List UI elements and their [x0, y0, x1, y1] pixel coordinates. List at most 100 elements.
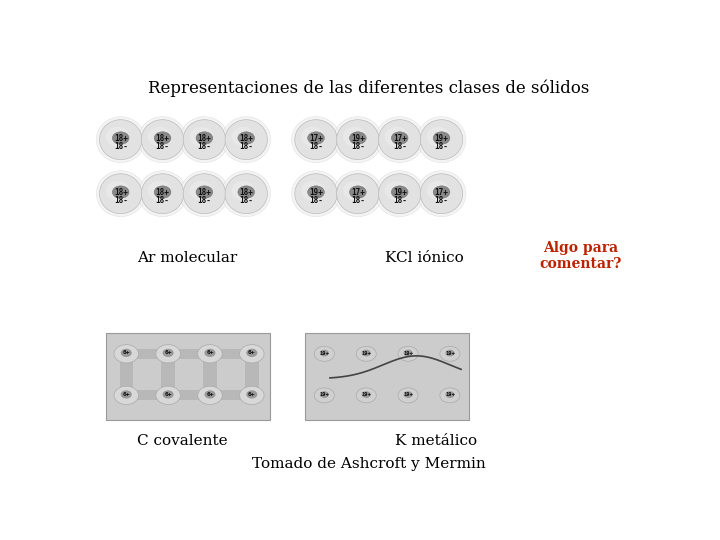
Circle shape: [112, 132, 129, 144]
Text: 17+: 17+: [309, 133, 323, 143]
Ellipse shape: [294, 174, 337, 214]
Circle shape: [440, 388, 460, 403]
Ellipse shape: [141, 120, 184, 160]
Circle shape: [307, 186, 324, 198]
Ellipse shape: [420, 174, 463, 214]
Text: 6+: 6+: [122, 350, 130, 355]
Circle shape: [398, 388, 418, 403]
Text: 18-: 18-: [351, 142, 365, 151]
Text: 6+: 6+: [206, 392, 214, 397]
Text: 18+: 18+: [197, 187, 212, 197]
Ellipse shape: [333, 171, 382, 217]
Text: 18+: 18+: [156, 133, 169, 143]
Circle shape: [446, 392, 454, 398]
Ellipse shape: [189, 127, 213, 147]
Text: Representaciones de las diferentes clases de sólidos: Representaciones de las diferentes clase…: [148, 79, 590, 97]
Circle shape: [196, 186, 213, 198]
Text: 19+: 19+: [361, 392, 371, 397]
FancyBboxPatch shape: [220, 390, 242, 400]
Text: 17+: 17+: [392, 133, 407, 143]
Circle shape: [356, 346, 377, 361]
FancyBboxPatch shape: [245, 361, 258, 388]
Circle shape: [398, 346, 418, 361]
Text: C covalente: C covalente: [137, 434, 228, 448]
Ellipse shape: [138, 117, 187, 163]
Text: 17+: 17+: [435, 187, 449, 197]
Circle shape: [121, 390, 132, 399]
Circle shape: [349, 186, 366, 198]
Circle shape: [198, 386, 222, 404]
Circle shape: [392, 186, 408, 198]
FancyBboxPatch shape: [178, 349, 200, 359]
Ellipse shape: [294, 120, 337, 160]
Text: 6+: 6+: [122, 392, 130, 397]
Text: 18+: 18+: [114, 187, 127, 197]
Circle shape: [112, 186, 129, 198]
Text: 18+: 18+: [239, 133, 253, 143]
Text: 17+: 17+: [351, 187, 365, 197]
Ellipse shape: [96, 171, 145, 217]
Ellipse shape: [417, 117, 466, 163]
Circle shape: [433, 186, 450, 198]
Ellipse shape: [106, 127, 129, 147]
Ellipse shape: [183, 174, 225, 214]
Text: Algo para
comentar?: Algo para comentar?: [540, 241, 622, 271]
Circle shape: [320, 350, 329, 356]
Ellipse shape: [375, 171, 424, 217]
Ellipse shape: [106, 181, 129, 201]
Text: 19+: 19+: [361, 350, 371, 355]
Ellipse shape: [343, 181, 366, 201]
Text: 18-: 18-: [435, 196, 449, 205]
Circle shape: [315, 346, 334, 361]
Text: 18-: 18-: [309, 142, 323, 151]
Text: 19+: 19+: [403, 392, 413, 397]
Ellipse shape: [292, 117, 341, 163]
Text: 19+: 19+: [445, 392, 455, 397]
Ellipse shape: [375, 117, 424, 163]
Ellipse shape: [148, 181, 171, 201]
Text: 6+: 6+: [164, 350, 172, 355]
Ellipse shape: [337, 120, 379, 160]
Ellipse shape: [99, 120, 142, 160]
Text: 18-: 18-: [351, 196, 365, 205]
Ellipse shape: [292, 171, 341, 217]
Circle shape: [154, 132, 171, 144]
Circle shape: [240, 345, 264, 363]
Text: 18-: 18-: [156, 142, 169, 151]
FancyBboxPatch shape: [120, 361, 133, 388]
Ellipse shape: [180, 171, 229, 217]
Circle shape: [356, 388, 377, 403]
Text: 18-: 18-: [114, 196, 127, 205]
Text: 6+: 6+: [164, 392, 172, 397]
Ellipse shape: [189, 181, 213, 201]
Circle shape: [392, 132, 408, 144]
Text: 18+: 18+: [197, 133, 212, 143]
Circle shape: [403, 350, 413, 356]
Text: 19+: 19+: [445, 350, 455, 355]
Circle shape: [238, 132, 255, 144]
Text: 18-: 18-: [239, 196, 253, 205]
Circle shape: [307, 132, 324, 144]
Circle shape: [121, 349, 132, 357]
Ellipse shape: [420, 120, 463, 160]
Text: 19+: 19+: [392, 187, 407, 197]
Ellipse shape: [333, 117, 382, 163]
FancyBboxPatch shape: [161, 361, 175, 388]
Circle shape: [156, 345, 181, 363]
Circle shape: [361, 392, 371, 398]
Ellipse shape: [183, 120, 225, 160]
Text: 6+: 6+: [248, 350, 256, 355]
Text: 19+: 19+: [403, 350, 413, 355]
Ellipse shape: [427, 181, 450, 201]
Ellipse shape: [148, 127, 171, 147]
Circle shape: [238, 186, 255, 198]
Ellipse shape: [301, 127, 325, 147]
Circle shape: [446, 350, 454, 356]
Circle shape: [198, 345, 222, 363]
Circle shape: [114, 386, 138, 404]
Ellipse shape: [379, 120, 421, 160]
Ellipse shape: [225, 174, 267, 214]
Circle shape: [204, 349, 215, 357]
Text: 18+: 18+: [156, 187, 169, 197]
Text: 18-: 18-: [392, 142, 407, 151]
